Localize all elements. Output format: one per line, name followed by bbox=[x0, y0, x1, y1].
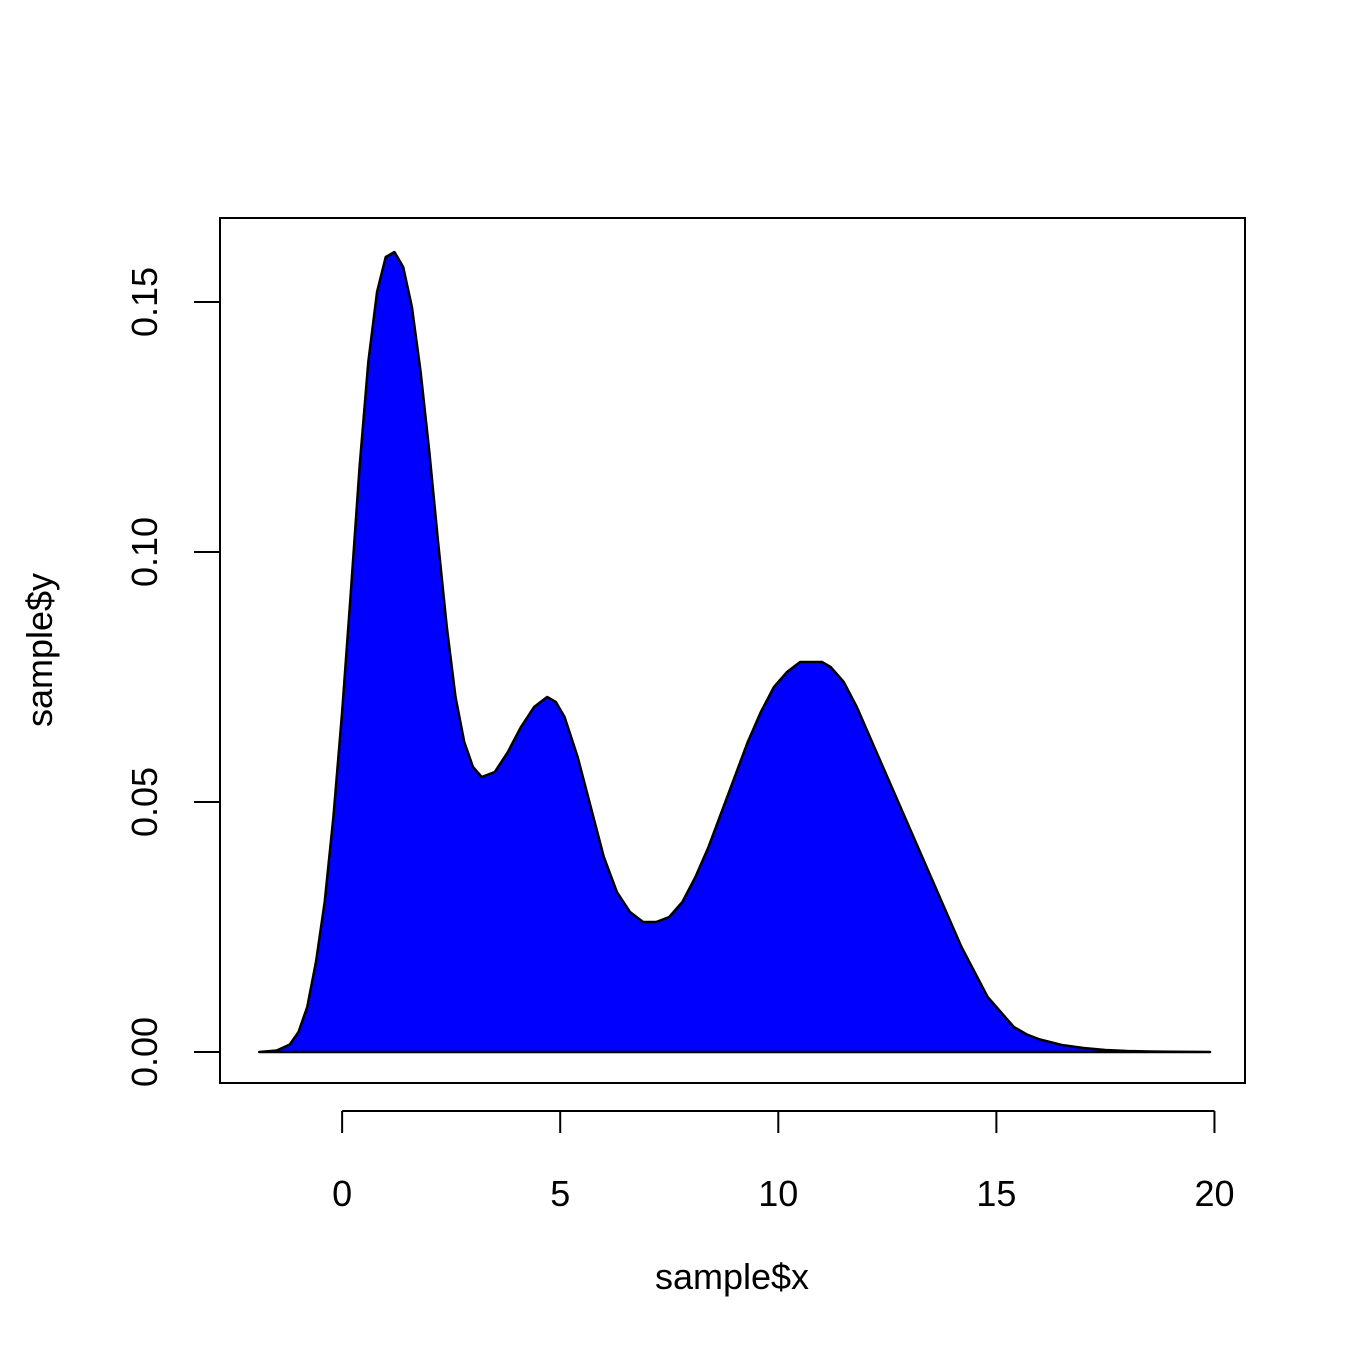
density-area bbox=[258, 250, 1212, 1054]
plot-area bbox=[258, 250, 1212, 1054]
y-axis-title: sample$y bbox=[19, 573, 60, 727]
y-tick-label: 0.10 bbox=[124, 517, 165, 587]
y-axis: 0.00 0.05 0.10 0.15 bbox=[124, 267, 221, 1087]
x-axis: 0 5 10 15 20 bbox=[332, 1110, 1234, 1214]
y-tick-label: 0.00 bbox=[124, 1017, 165, 1087]
x-tick-label: 5 bbox=[550, 1173, 570, 1214]
x-tick-label: 10 bbox=[758, 1173, 798, 1214]
y-tick-label: 0.15 bbox=[124, 267, 165, 337]
x-axis-title: sample$x bbox=[655, 1256, 809, 1297]
x-tick-label: 15 bbox=[976, 1173, 1016, 1214]
x-tick-label: 20 bbox=[1194, 1173, 1234, 1214]
y-tick-label: 0.05 bbox=[124, 767, 165, 837]
x-tick-label: 0 bbox=[332, 1173, 352, 1214]
